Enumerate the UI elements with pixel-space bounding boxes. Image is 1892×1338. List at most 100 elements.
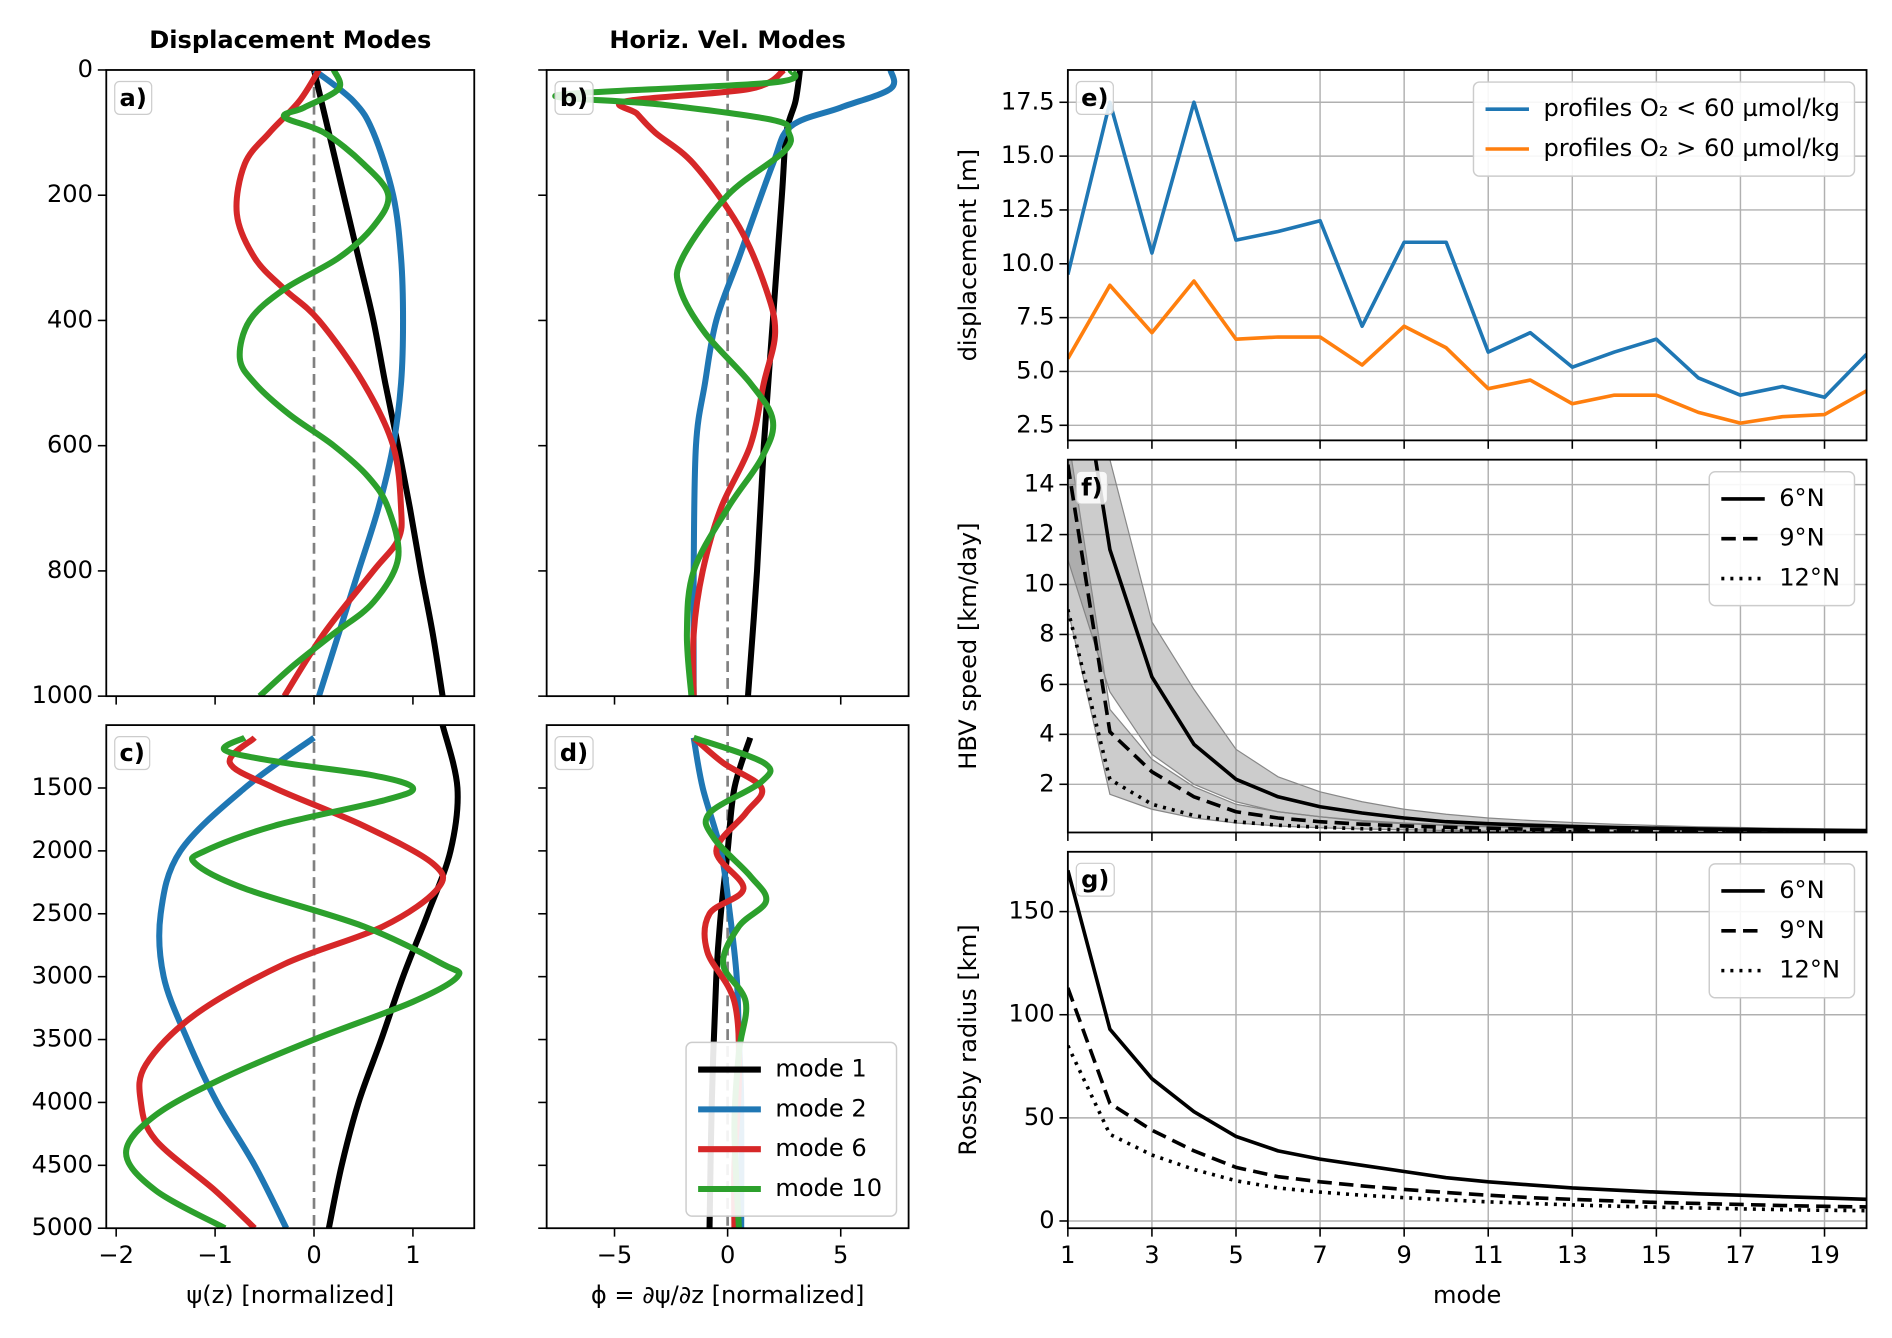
axes-frame (545, 69, 910, 698)
y-tick-label: 6 (1039, 669, 1054, 697)
y-tick-label: 15.0 (1001, 141, 1055, 169)
series-line (1067, 609, 1867, 833)
band (1067, 459, 1867, 832)
x-axis-label: ψ(z) [normalized] (186, 1281, 394, 1309)
panel-label-box (1075, 470, 1109, 505)
series-line (1067, 869, 1867, 1202)
panel-title: Horiz. Vel. Modes (609, 26, 846, 54)
mode-line (156, 735, 316, 1229)
x-tick-label: −2 (98, 1241, 134, 1269)
mode-line (690, 69, 898, 697)
series-line (1067, 987, 1867, 1209)
x-tick-label: −5 (597, 1241, 633, 1269)
y-tick-label: 400 (47, 305, 93, 333)
y-tick-label: 2500 (32, 899, 93, 927)
y-tick-label: 1500 (32, 773, 93, 801)
legend-label: 12°N (1779, 956, 1840, 984)
x-tick-label: 5 (1228, 1241, 1243, 1269)
legend-label: mode 10 (775, 1174, 882, 1202)
legend-label: mode 2 (775, 1094, 866, 1122)
legend-label: 9°N (1779, 916, 1824, 944)
legend-label: profiles O₂ < 60 µmol/kg (1543, 94, 1840, 122)
y-tick-label: 12 (1024, 520, 1055, 548)
panel-label-box (1075, 862, 1115, 897)
series-line (1067, 100, 1867, 400)
x-tick-label: 1 (405, 1241, 420, 1269)
mode-line (615, 69, 786, 697)
legend-box (685, 1041, 898, 1217)
panel-label: c) (120, 739, 145, 767)
panel-label-box (114, 80, 153, 115)
x-tick-label: −1 (197, 1241, 233, 1269)
series-line (1067, 279, 1867, 425)
y-tick-label: 4500 (32, 1150, 93, 1178)
y-tick-label: 100 (1009, 1000, 1055, 1028)
panel-label: g) (1081, 866, 1109, 894)
x-tick-label: 15 (1641, 1241, 1672, 1269)
y-tick-label: 1000 (32, 681, 93, 709)
y-tick-label: 5.0 (1016, 356, 1054, 384)
y-tick-label: 2 (1039, 769, 1054, 797)
x-tick-label: 5 (833, 1241, 848, 1269)
plot-area (1067, 459, 1867, 833)
plot-area (1067, 869, 1867, 1213)
y-tick-label: 200 (47, 180, 93, 208)
legend-box (1708, 471, 1856, 607)
axes-frame (105, 69, 476, 698)
panel-label: b) (560, 84, 588, 112)
y-tick-label: 14 (1024, 470, 1055, 498)
y-tick-label: 0 (1039, 1206, 1054, 1234)
y-tick-label: 17.5 (1001, 87, 1055, 115)
mode-line (123, 734, 463, 1229)
panel-label-box (114, 736, 151, 771)
x-tick-label: 11 (1473, 1241, 1504, 1269)
y-tick-label: 3500 (32, 1025, 93, 1053)
y-tick-label: 4000 (32, 1087, 93, 1115)
legend-label: 9°N (1779, 524, 1824, 552)
panel-label: d) (560, 739, 588, 767)
plot-area (123, 725, 463, 1229)
x-tick-label: 19 (1809, 1241, 1840, 1269)
x-axis-label: mode (1433, 1281, 1501, 1309)
legend-label: mode 1 (775, 1055, 866, 1083)
y-axis-label: Rossby radius [km] (954, 924, 982, 1155)
y-tick-label: 5000 (32, 1213, 93, 1241)
y-axis-label: HBV speed [km/day] (954, 522, 982, 769)
plot-area (1067, 100, 1867, 425)
x-tick-label: 7 (1312, 1241, 1327, 1269)
mode-line (552, 69, 799, 697)
mode-line (325, 725, 461, 1229)
plot-area (552, 69, 898, 697)
axes-frame (545, 724, 910, 1230)
y-tick-label: 10.0 (1001, 249, 1055, 277)
y-axis-label: displacement [m] (954, 149, 982, 361)
panel-label: e) (1081, 84, 1108, 112)
panel-label-box (1075, 80, 1114, 115)
y-tick-label: 0 (78, 55, 93, 83)
y-tick-label: 2000 (32, 836, 93, 864)
x-tick-label: 0 (720, 1241, 735, 1269)
y-tick-label: 600 (47, 431, 93, 459)
panel-title: Displacement Modes (149, 26, 431, 54)
x-tick-label: 17 (1725, 1241, 1756, 1269)
axes-frame (1066, 850, 1868, 1230)
mode-line (233, 69, 405, 697)
x-tick-label: 1 (1060, 1241, 1075, 1269)
x-tick-label: 13 (1557, 1241, 1588, 1269)
series-line (1067, 1044, 1867, 1213)
legend-label: 6°N (1779, 484, 1824, 512)
x-axis-label: ϕ = ∂ψ/∂z [normalized] (591, 1281, 865, 1309)
y-tick-label: 800 (47, 556, 93, 584)
legend-label: 6°N (1779, 876, 1824, 904)
legend-box (1708, 863, 1856, 999)
series-line (1093, 459, 1867, 833)
y-tick-label: 150 (1009, 897, 1055, 925)
panel-label: a) (120, 84, 147, 112)
y-tick-label: 12.5 (1001, 195, 1055, 223)
y-tick-label: 7.5 (1016, 303, 1054, 331)
y-tick-label: 10 (1024, 570, 1055, 598)
x-tick-label: 9 (1396, 1241, 1411, 1269)
y-tick-label: 3000 (32, 962, 93, 990)
legend-label: profiles O₂ > 60 µmol/kg (1543, 134, 1840, 162)
